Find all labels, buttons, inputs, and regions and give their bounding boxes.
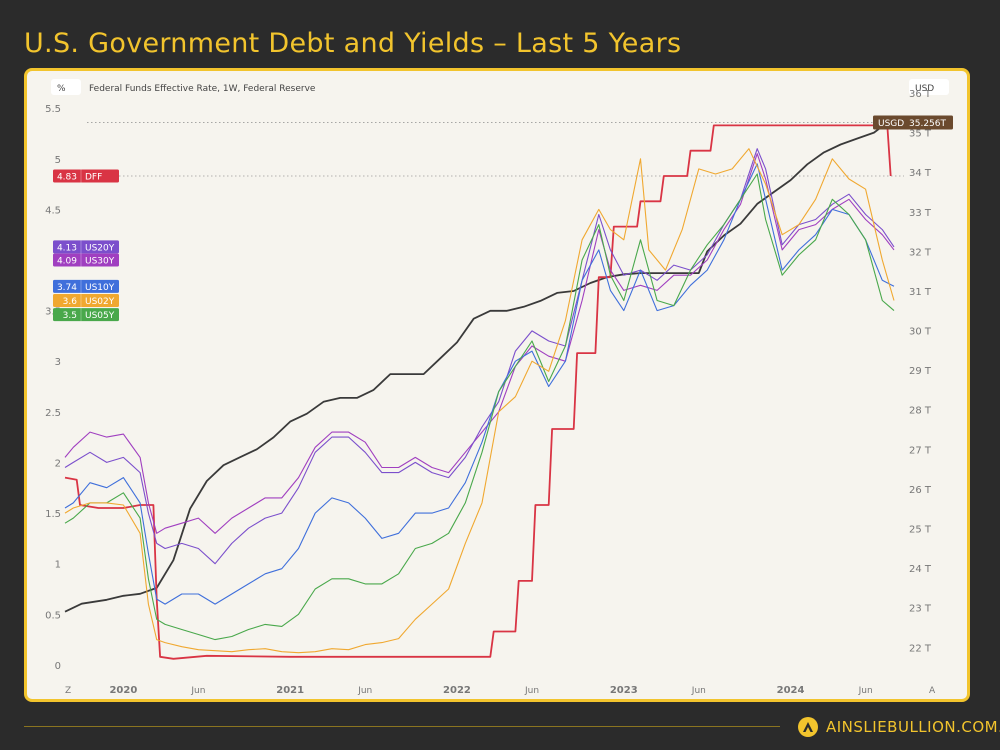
value-label-bg: [53, 308, 119, 322]
x-axis-tick: Jun: [524, 686, 539, 696]
chart-frame: % Federal Funds Effective Rate, 1W, Feder…: [24, 68, 970, 702]
debt-label-bg: [873, 115, 953, 130]
value-label-number: 4.13: [57, 243, 77, 253]
value-label-bg: [53, 279, 119, 293]
value-label-bg: [53, 253, 119, 267]
value-label-bg: [53, 169, 119, 183]
left-axis-tick: 2: [55, 458, 61, 469]
brand-logo-icon: [798, 717, 818, 737]
right-axis-unit: USD: [915, 84, 934, 94]
right-axis-tick: 29 T: [909, 366, 932, 377]
x-axis-tick: Jun: [691, 686, 706, 696]
right-axis-tick: 28 T: [909, 406, 932, 417]
left-axis-tick: 3: [55, 357, 61, 368]
right-axis-tick: 33 T: [909, 208, 932, 219]
right-axis-tick: 36 T: [909, 89, 932, 100]
left-axis-tick: 1.5: [45, 509, 61, 520]
right-axis-tick: 30 T: [909, 327, 932, 338]
right-axis-tick: 35 T: [909, 129, 932, 140]
x-axis-tick: Jun: [858, 686, 873, 696]
value-label-series: US05Y: [85, 311, 115, 321]
right-unit-box: [909, 79, 949, 95]
debt-label-series: USGD: [878, 119, 904, 129]
x-axis-tick: 2020: [109, 685, 137, 696]
series-line-us02y: [64, 148, 895, 654]
right-axis-tick: 26 T: [909, 485, 932, 496]
value-label-bg: [53, 293, 119, 307]
value-label-series: DFF: [85, 172, 102, 182]
x-axis-end-label: A: [929, 686, 936, 696]
page-title: U.S. Government Debt and Yields – Last 5…: [24, 28, 682, 59]
value-label-number: 3.6: [63, 297, 78, 307]
left-axis-tick: 4.5: [45, 205, 61, 216]
right-axis-tick: 32 T: [909, 247, 932, 258]
x-axis-tick: 2021: [276, 685, 304, 696]
left-axis-tick: 5: [55, 155, 61, 166]
series-line-dff: [64, 124, 892, 660]
x-axis-tick: 2024: [777, 685, 805, 696]
brand[interactable]: AINSLIEBULLION.COM.AU: [798, 716, 1000, 738]
value-label-bg: [53, 240, 119, 254]
x-axis-tick: 2022: [443, 685, 471, 696]
series-line-us10y: [64, 163, 895, 605]
x-axis-tick: Jun: [190, 686, 205, 696]
footer-divider: [24, 726, 780, 727]
legend-text: Federal Funds Effective Rate, 1W, Federa…: [89, 84, 316, 94]
value-label-number: 3.5: [63, 311, 77, 321]
left-axis-tick: 5.5: [45, 104, 61, 115]
debt-label-value: 35.256T: [909, 119, 946, 129]
right-axis-tick: 31 T: [909, 287, 932, 298]
x-axis-tick: Jun: [357, 686, 372, 696]
right-axis-tick: 34 T: [909, 168, 932, 179]
value-label-series: US10Y: [85, 283, 115, 293]
left-unit-box: [51, 79, 81, 95]
value-label-number: 4.09: [57, 257, 77, 267]
right-axis-tick: 24 T: [909, 564, 932, 575]
right-axis-tick: 27 T: [909, 445, 932, 456]
chart: % Federal Funds Effective Rate, 1W, Feder…: [45, 79, 953, 696]
x-axis-tick: 2023: [610, 685, 638, 696]
value-label-number: 3.74: [57, 283, 77, 293]
left-axis-tick: 2.5: [45, 408, 61, 419]
value-label-number: 4.83: [57, 172, 77, 182]
series-line-us05y: [64, 173, 895, 641]
series-line-usgd: [64, 121, 888, 613]
right-axis-tick: 22 T: [909, 643, 932, 654]
left-axis-tick: 1: [55, 560, 61, 571]
series-line-us30y: [64, 153, 895, 534]
left-axis-tick: 0.5: [45, 610, 61, 621]
right-axis-tick: 25 T: [909, 525, 932, 536]
value-label-series: US20Y: [85, 243, 115, 253]
left-axis-tick: 0: [55, 661, 61, 672]
right-axis-tick: 23 T: [909, 604, 932, 615]
brand-name: AINSLIEBULLION.COM.AU: [826, 718, 1000, 736]
value-label-series: US30Y: [85, 257, 115, 267]
value-label-series: US02Y: [85, 297, 115, 307]
series-line-us20y: [64, 148, 895, 565]
left-axis-unit: %: [57, 84, 66, 94]
x-axis-start-label: Z: [65, 686, 71, 696]
